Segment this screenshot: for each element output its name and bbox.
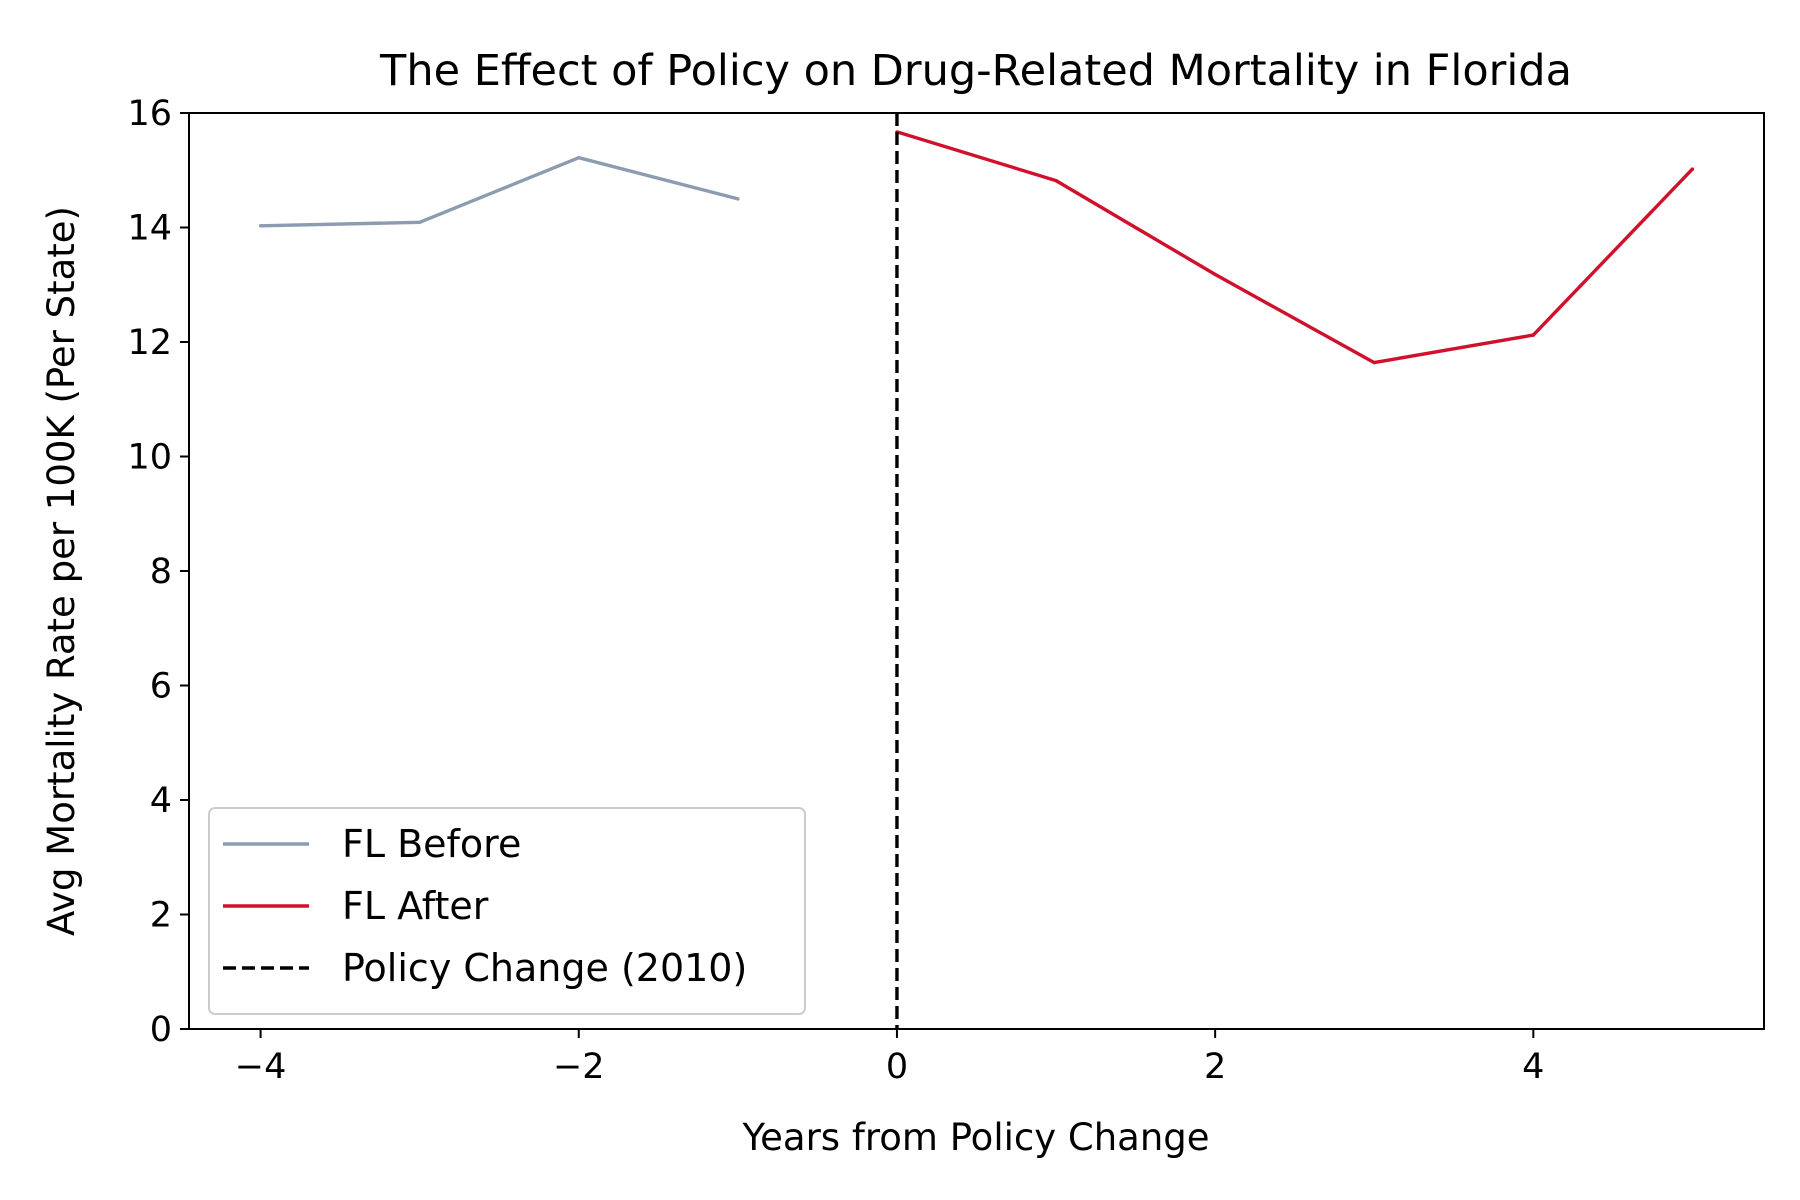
- series-1-point-4: [1531, 333, 1536, 337]
- y-tick-label: 14: [127, 209, 172, 249]
- series-0-point-3: [736, 197, 740, 201]
- y-tick-label: 10: [127, 438, 172, 478]
- ticks-layer: −4 −2 0 2 4 0 2 4 6 8 10 12 14 16: [127, 94, 1544, 1087]
- series-1-point-2: [1213, 272, 1217, 277]
- series-line-1: [896, 130, 1694, 365]
- y-tick-label: 6: [150, 667, 172, 707]
- legend-box: [208, 807, 806, 1015]
- series-1-point-1: [1054, 178, 1058, 183]
- x-tick-label: 0: [886, 1047, 908, 1087]
- legend-label-1: FL After: [342, 884, 489, 928]
- x-tick-label: −4: [235, 1047, 287, 1087]
- x-tick-label: 2: [1204, 1047, 1226, 1087]
- y-tick-label: 8: [150, 552, 172, 592]
- series-line-0: [260, 155, 739, 228]
- y-tick-label: 12: [127, 323, 172, 363]
- chart-title: The Effect of Policy on Drug-Related Mor…: [379, 46, 1572, 96]
- legend-label-0: FL Before: [342, 822, 521, 866]
- y-tick-label: 4: [150, 781, 172, 821]
- y-tick-label: 0: [150, 1010, 172, 1050]
- legend-label-2: Policy Change (2010): [342, 946, 747, 990]
- x-tick-label: 4: [1522, 1047, 1544, 1087]
- legend: FL Before FL After Policy Change (2010): [208, 807, 806, 1015]
- y-axis-label: Avg Mortality Rate per 100K (Per State): [40, 206, 83, 936]
- axes-frame: [188, 112, 1765, 1030]
- series-0-point-1: [418, 220, 422, 224]
- y-tick-label: 16: [127, 94, 172, 134]
- series-0-point-0: [258, 224, 263, 228]
- series-1-point-3: [1372, 360, 1376, 365]
- y-tick-label: 2: [150, 896, 172, 936]
- x-tick-label: −2: [553, 1047, 605, 1087]
- x-axis-label: Years from Policy Change: [741, 1116, 1209, 1159]
- series-0-point-2: [577, 156, 581, 160]
- plot-layer: [258, 113, 1695, 1029]
- series-1-point-5: [1690, 167, 1695, 171]
